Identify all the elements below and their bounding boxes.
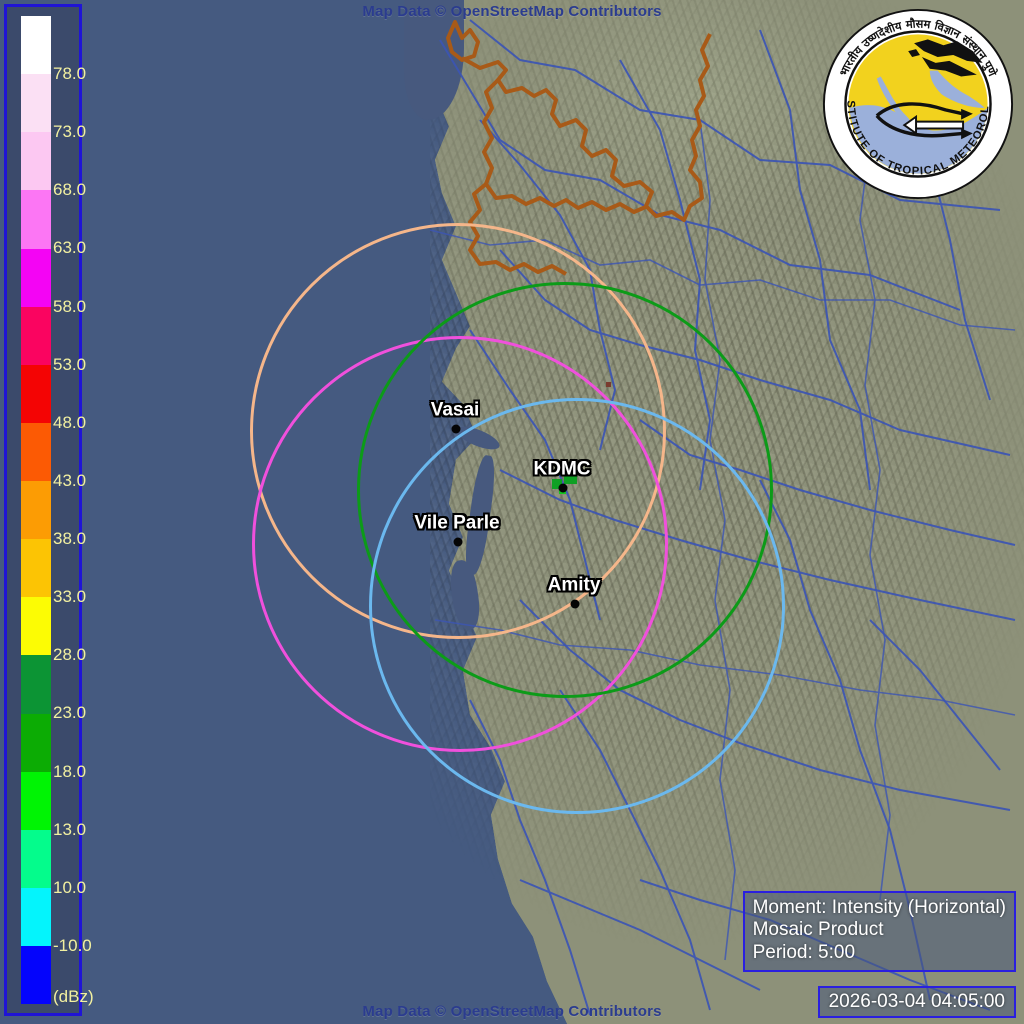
station-marker-dot xyxy=(570,599,579,608)
colorbar-tick: 73.0 xyxy=(53,122,87,142)
period-line: Period: 5:00 xyxy=(752,941,856,963)
station-marker-dot xyxy=(453,537,462,546)
logo-circulation-arrows xyxy=(875,102,973,140)
colorbar-tick: 78.0 xyxy=(53,64,87,84)
colorbar-swatch-4 xyxy=(21,248,51,307)
station-kdmc[interactable]: KDMC xyxy=(534,459,591,492)
colorbar-tick: 38.0 xyxy=(53,529,87,549)
colorbar-swatch-7 xyxy=(21,422,51,481)
station-amity[interactable]: Amity xyxy=(548,575,600,608)
colorbar-tick: 68.0 xyxy=(53,180,87,200)
colorbar-tick: 53.0 xyxy=(53,354,87,374)
station-marker-dot xyxy=(451,424,460,433)
product-info-box[interactable]: Moment: Intensity (Horizontal) Mosaic Pr… xyxy=(742,890,1016,972)
colorbar-swatch-12 xyxy=(21,713,51,772)
colorbar-tick: 23.0 xyxy=(53,703,87,723)
colorbar-swatch-16 xyxy=(21,946,51,1005)
logo-himalaya-shading xyxy=(908,39,983,77)
timestamp-box[interactable]: 2026-03-04 04:05:00 xyxy=(817,986,1016,1018)
station-label: Vile Parle xyxy=(414,512,500,534)
colorbar-swatch-5 xyxy=(21,306,51,365)
colorbar-swatch-1 xyxy=(21,74,51,133)
colorbar-tick: 18.0 xyxy=(53,761,87,781)
colorbar-tick: 43.0 xyxy=(53,470,87,490)
colorbar-tick: 28.0 xyxy=(53,645,87,665)
colorbar-swatch-8 xyxy=(21,481,51,540)
colorbar-tick: 63.0 xyxy=(53,238,87,258)
colorbar-swatch-10 xyxy=(21,597,51,656)
colorbar-tick: -10.0 xyxy=(53,935,92,955)
radar-echo-cell xyxy=(552,479,562,489)
colorbar-swatch-13 xyxy=(21,771,51,830)
logo-bay-of-bengal xyxy=(929,70,985,108)
logo-india-west-coast xyxy=(876,76,917,146)
colorbar-legend[interactable]: 78.0 73.0 68.0 63.0 58.0 53.0 48.0 43.0 38.0 33.0… xyxy=(4,4,94,1016)
colorbar-units-label: (dBz) xyxy=(53,987,94,1006)
timestamp-line: 2026-03-04 04:05:00 xyxy=(828,991,1005,1013)
colorbar-swatch-3 xyxy=(21,190,51,249)
moment-line: Moment: Intensity (Horizontal) xyxy=(752,896,1006,918)
station-label: KDMC xyxy=(533,458,591,480)
map-attribution-top[interactable]: Map Data © OpenStreetMap Contributors xyxy=(362,3,662,20)
station-label: Amity xyxy=(547,574,601,596)
colorbar-gradient-strip xyxy=(21,16,51,1005)
colorbar-tick: 33.0 xyxy=(53,587,87,607)
colorbar-tick: 48.0 xyxy=(53,412,87,432)
station-vile-parle[interactable]: Vile Parle xyxy=(414,513,500,546)
range-ring-amity xyxy=(369,398,785,814)
station-vasai[interactable]: Vasai xyxy=(431,400,479,433)
colorbar-tick: 58.0 xyxy=(53,296,87,316)
colorbar-swatch-6 xyxy=(21,364,51,423)
colorbar-tick-labels: 78.0 73.0 68.0 63.0 58.0 53.0 48.0 43.0 38.0 33.0… xyxy=(53,7,92,1013)
station-marker-dot xyxy=(558,483,567,492)
station-label: Vasai xyxy=(430,399,480,421)
colorbar-tick: 13.0 xyxy=(53,819,87,839)
colorbar-swatch-11 xyxy=(21,655,51,714)
colorbar-swatch-14 xyxy=(21,829,51,888)
logo-inner-ring xyxy=(844,30,992,178)
map-attribution-bottom[interactable]: Map Data © OpenStreetMap Contributors xyxy=(362,1003,662,1020)
iitm-pune-logo[interactable]: भारतीय उष्णदेशीय मौसम विज्ञान संस्थान पु… xyxy=(820,6,1016,202)
radar-echo-cell xyxy=(606,382,611,387)
colorbar-swatch-0 xyxy=(21,16,51,75)
colorbar-swatch-9 xyxy=(21,539,51,598)
colorbar-tick: 10.0 xyxy=(53,877,87,897)
colorbar-swatch-2 xyxy=(21,132,51,191)
colorbar-swatch-15 xyxy=(21,887,51,946)
radar-echo-cell xyxy=(564,466,577,484)
product-line: Mosaic Product xyxy=(752,919,884,941)
